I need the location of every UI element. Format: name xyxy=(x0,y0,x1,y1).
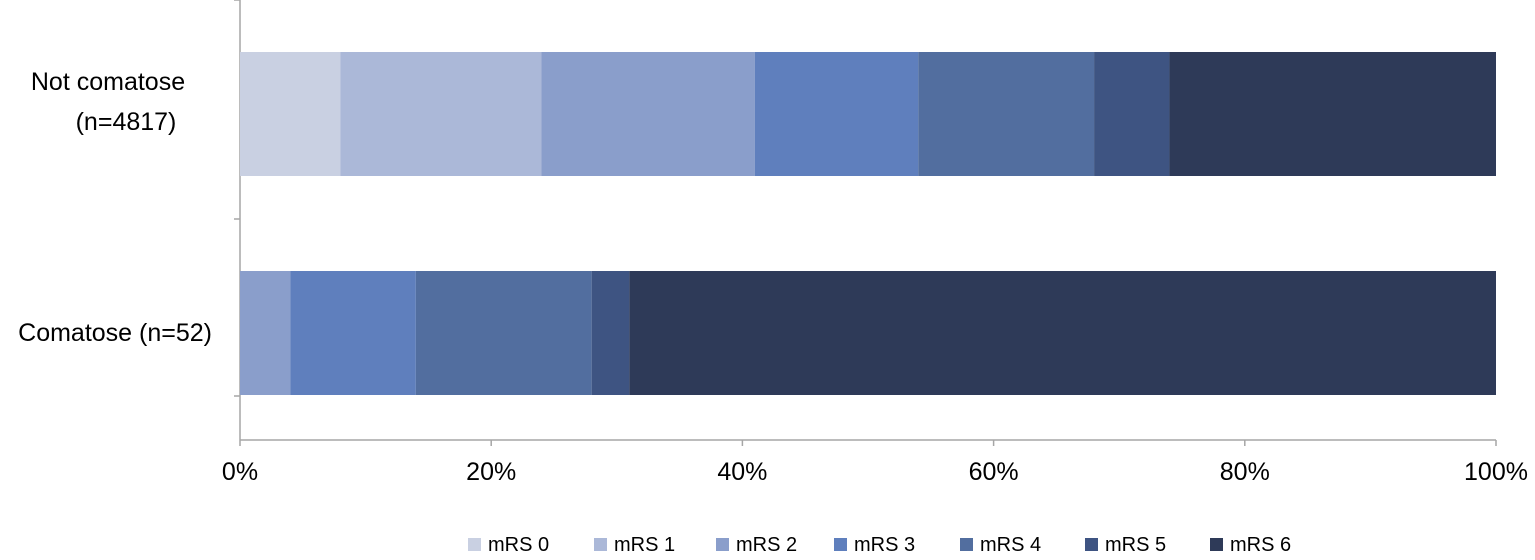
category-labels: Not comatose (n=4817) Comatose (n=52) xyxy=(18,68,212,347)
legend-item: mRS 2 xyxy=(716,534,797,556)
x-tick-label: 0% xyxy=(222,458,258,486)
x-tick-label: 80% xyxy=(1220,458,1270,486)
bar-segment-mrs-6 xyxy=(1169,52,1496,176)
category-label: Comatose (n=52) xyxy=(18,319,212,347)
category-label-line: Comatose (n=52) xyxy=(18,319,212,347)
legend: mRS 0 mRS 1 mRS 2 mRS 3 mRS 4 mRS 5 mRS 6 xyxy=(468,534,1291,556)
category-label: Not comatose (n=4817) xyxy=(31,68,185,136)
x-tick-label: 60% xyxy=(969,458,1019,486)
bar-segment-mrs-5 xyxy=(1094,52,1170,176)
legend-item: mRS 4 xyxy=(960,534,1041,556)
bar-segment-mrs-5 xyxy=(591,271,630,395)
legend-swatch xyxy=(834,538,847,551)
legend-swatch xyxy=(1210,538,1223,551)
bars xyxy=(240,52,1496,395)
legend-swatch xyxy=(468,538,481,551)
legend-label: mRS 0 xyxy=(488,534,549,556)
bar-segment-mrs-0 xyxy=(240,52,341,176)
legend-swatch xyxy=(960,538,973,551)
bar-segment-mrs-2 xyxy=(541,52,755,176)
category-label-line: Not comatose xyxy=(31,68,185,96)
legend-item: mRS 5 xyxy=(1085,534,1166,556)
bar-segment-mrs-2 xyxy=(240,271,291,395)
category-label-line: (n=4817) xyxy=(76,108,177,136)
x-tick-label: 20% xyxy=(466,458,516,486)
x-tick-label: 100% xyxy=(1464,458,1528,486)
legend-item: mRS 1 xyxy=(594,534,675,556)
x-tick-labels: 0% 20% 40% 60% 80% 100% xyxy=(222,458,1528,486)
legend-swatch xyxy=(716,538,729,551)
legend-item: mRS 3 xyxy=(834,534,915,556)
bar-segment-mrs-6 xyxy=(629,271,1496,395)
legend-label: mRS 4 xyxy=(980,534,1041,556)
bar-segment-mrs-4 xyxy=(415,271,592,395)
bar-segment-mrs-4 xyxy=(918,52,1095,176)
legend-swatch xyxy=(594,538,607,551)
legend-label: mRS 3 xyxy=(854,534,915,556)
legend-label: mRS 1 xyxy=(614,534,675,556)
legend-label: mRS 2 xyxy=(736,534,797,556)
bar-segment-mrs-3 xyxy=(290,271,416,395)
bar-segment-mrs-1 xyxy=(340,52,542,176)
x-tick-label: 40% xyxy=(717,458,767,486)
legend-label: mRS 5 xyxy=(1105,534,1166,556)
bar-segment-mrs-3 xyxy=(754,52,919,176)
legend-item: mRS 6 xyxy=(1210,534,1291,556)
legend-item: mRS 0 xyxy=(468,534,549,556)
legend-swatch xyxy=(1085,538,1098,551)
legend-label: mRS 6 xyxy=(1230,534,1291,556)
